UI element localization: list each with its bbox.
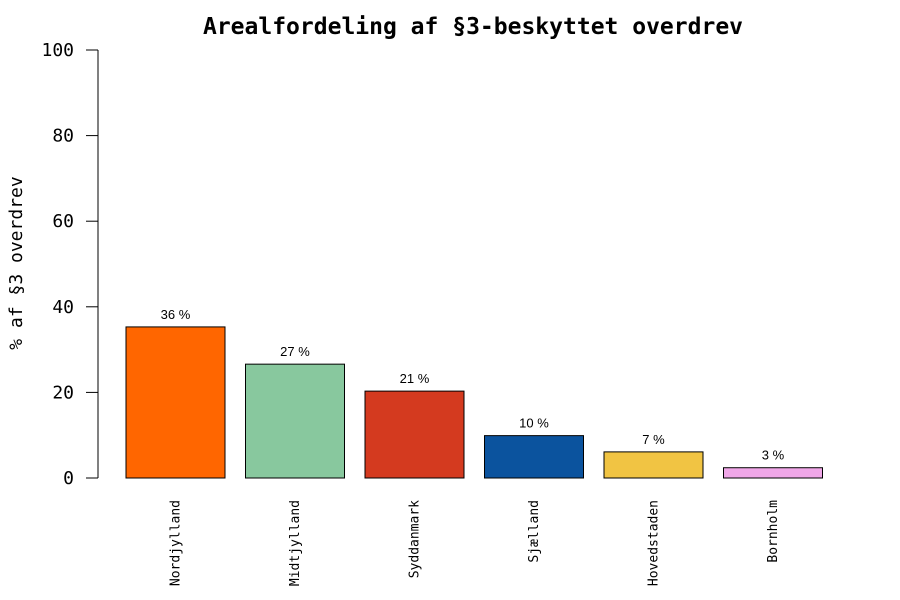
bar-hovedstaden <box>603 451 704 479</box>
bar-midtjylland <box>245 363 345 479</box>
y-tick-label: 60 <box>52 211 74 232</box>
y-tick-label: 80 <box>52 126 74 147</box>
bar-syddanmark <box>364 390 465 479</box>
data-label: 36 % <box>161 307 191 322</box>
data-label: 27 % <box>280 344 310 359</box>
category-labels-group: Nordjylland Midtjylland Syddanmark Sjælland… <box>169 500 782 586</box>
y-axis-ticks: 0 20 40 60 80 100 <box>41 40 98 489</box>
y-tick-label: 100 <box>41 40 74 61</box>
bars-group <box>125 326 823 479</box>
data-labels-group: 36 % 27 % 21 % 10 % 7 % 3 % <box>161 307 785 463</box>
bar-nordjylland <box>125 326 226 479</box>
data-label: 3 % <box>762 448 785 463</box>
data-label: 7 % <box>642 432 665 447</box>
y-tick-label: 40 <box>52 297 74 318</box>
data-label: 10 % <box>519 416 549 431</box>
category-label: Sjælland <box>527 500 542 563</box>
bar-bornholm <box>723 467 823 479</box>
bar-sjælland <box>484 435 584 479</box>
y-tick-label: 0 <box>63 468 74 489</box>
category-label: Hovedstaden <box>647 500 662 586</box>
category-label: Syddanmark <box>408 500 423 578</box>
chart-title: Arealfordeling af §3-beskyttet overdrev <box>203 14 743 40</box>
category-label: Bornholm <box>766 500 781 563</box>
category-label: Midtjylland <box>288 500 303 586</box>
category-label: Nordjylland <box>169 500 184 586</box>
y-tick-label: 20 <box>52 382 74 403</box>
data-label: 21 % <box>400 371 430 386</box>
y-axis-label: % af §3 overdrev <box>6 176 27 349</box>
